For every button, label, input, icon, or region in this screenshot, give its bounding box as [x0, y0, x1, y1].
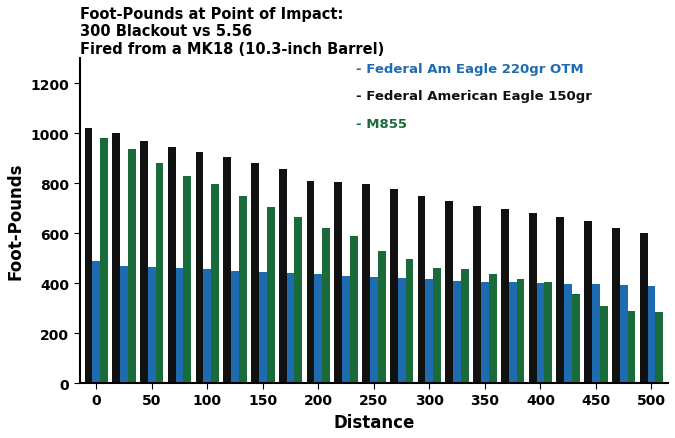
Bar: [418, 196, 425, 383]
Bar: [279, 170, 287, 383]
Bar: [92, 261, 100, 383]
Bar: [239, 196, 247, 383]
Bar: [461, 270, 468, 383]
Bar: [120, 266, 128, 383]
Bar: [516, 280, 524, 383]
Text: - M855: - M855: [356, 117, 407, 131]
Bar: [585, 221, 592, 383]
Bar: [350, 236, 358, 383]
Bar: [362, 185, 370, 383]
Bar: [287, 274, 294, 383]
Bar: [628, 311, 635, 383]
Bar: [184, 177, 191, 383]
Bar: [342, 276, 350, 383]
Bar: [168, 148, 176, 383]
Bar: [612, 229, 620, 383]
Bar: [259, 272, 267, 383]
Bar: [544, 282, 552, 383]
Bar: [223, 158, 232, 383]
Bar: [251, 164, 259, 383]
Bar: [398, 279, 406, 383]
Bar: [433, 268, 441, 383]
Bar: [294, 217, 302, 383]
Bar: [378, 251, 385, 383]
Text: - Federal American Eagle 150gr: - Federal American Eagle 150gr: [356, 90, 592, 103]
Bar: [453, 281, 461, 383]
Bar: [556, 217, 564, 383]
Bar: [370, 277, 378, 383]
Bar: [509, 283, 516, 383]
Bar: [620, 286, 628, 383]
Bar: [655, 312, 663, 383]
Bar: [211, 185, 219, 383]
Bar: [100, 139, 108, 383]
Bar: [128, 150, 136, 383]
Bar: [232, 271, 239, 383]
Bar: [148, 267, 156, 383]
Bar: [267, 208, 275, 383]
Bar: [600, 306, 608, 383]
Bar: [84, 129, 92, 383]
Bar: [156, 164, 163, 383]
Bar: [322, 229, 330, 383]
Bar: [196, 152, 203, 383]
Bar: [647, 286, 655, 383]
Bar: [640, 233, 647, 383]
Bar: [473, 206, 481, 383]
Bar: [564, 284, 572, 383]
Bar: [113, 134, 120, 383]
Bar: [140, 141, 148, 383]
Bar: [334, 183, 342, 383]
Bar: [572, 295, 580, 383]
Text: - Federal Am Eagle 220gr OTM: - Federal Am Eagle 220gr OTM: [356, 62, 584, 75]
Bar: [529, 214, 537, 383]
Bar: [501, 210, 509, 383]
Bar: [489, 275, 497, 383]
Bar: [203, 270, 211, 383]
Y-axis label: Foot-Pounds: Foot-Pounds: [7, 162, 25, 280]
Bar: [176, 268, 184, 383]
Bar: [446, 201, 453, 383]
Bar: [537, 283, 544, 383]
Bar: [306, 181, 315, 383]
Bar: [406, 260, 413, 383]
Text: Foot-Pounds at Point of Impact:
300 Blackout vs 5.56
Fired from a MK18 (10.3-inc: Foot-Pounds at Point of Impact: 300 Blac…: [80, 7, 384, 57]
Bar: [390, 190, 398, 383]
Bar: [315, 275, 322, 383]
Bar: [592, 285, 600, 383]
Bar: [425, 280, 433, 383]
Bar: [481, 282, 489, 383]
X-axis label: Distance: Distance: [333, 413, 414, 431]
